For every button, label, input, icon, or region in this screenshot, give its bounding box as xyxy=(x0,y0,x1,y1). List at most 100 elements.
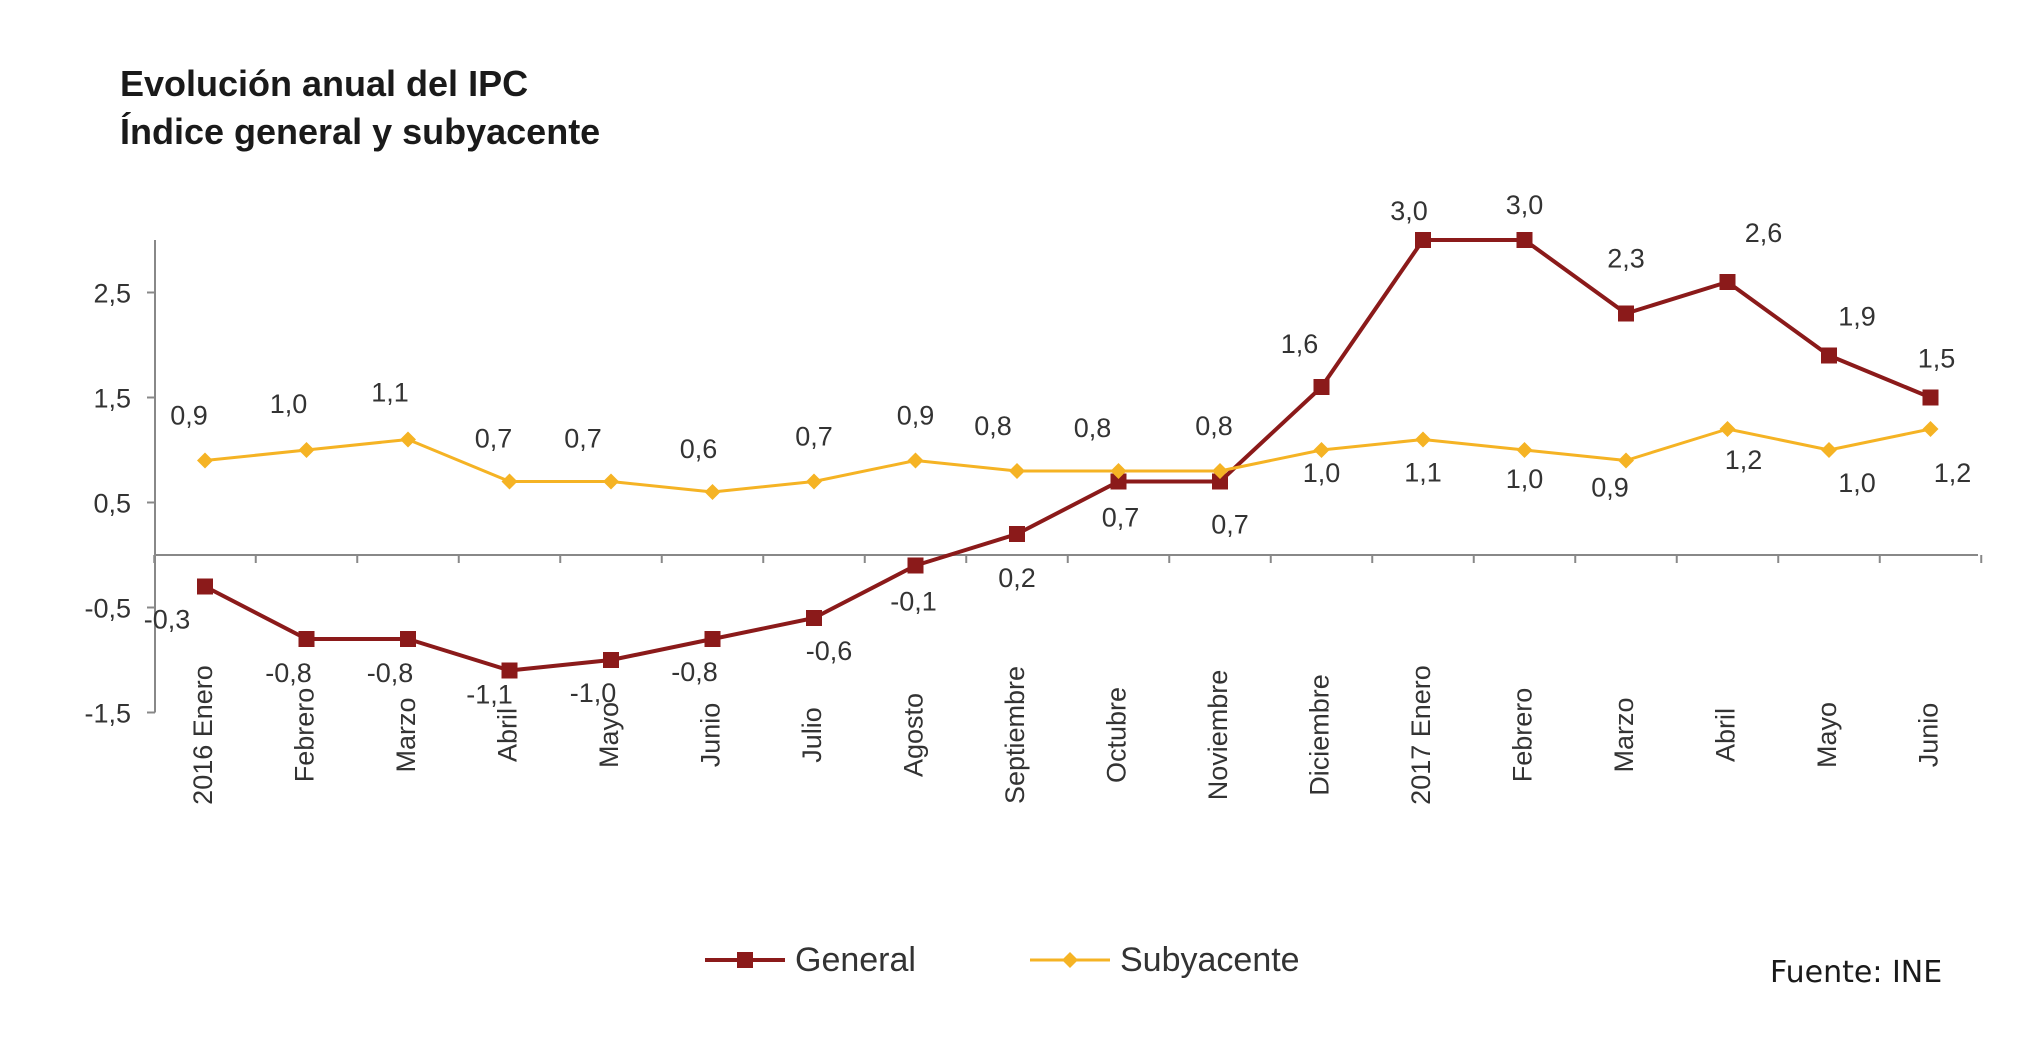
data-label-subyacente: 0,7 xyxy=(795,422,833,452)
data-label-general: 3,0 xyxy=(1506,190,1544,220)
x-tick-label: Junio xyxy=(696,703,726,768)
data-point-general xyxy=(1212,473,1228,490)
y-tick-label: -1,5 xyxy=(84,699,131,729)
data-point-subyacente xyxy=(1415,431,1431,448)
data-label-general: -1,0 xyxy=(570,678,617,708)
data-point-subyacente xyxy=(704,484,721,500)
data-point-subyacente xyxy=(1719,421,1736,437)
series-line-general xyxy=(204,238,1932,673)
data-point-subyacente xyxy=(1009,463,1025,479)
data-label-subyacente: 0,8 xyxy=(974,411,1012,441)
data-label-general: 2,3 xyxy=(1607,244,1645,274)
x-tick-label: Septiembre xyxy=(1000,666,1030,804)
chart-legend: General Subyacente xyxy=(705,941,1300,979)
x-tick-label: Febrero xyxy=(290,688,320,783)
data-point-subyacente xyxy=(1313,442,1330,458)
data-label-subyacente: 1,0 xyxy=(1838,468,1876,498)
data-label-general: -0,8 xyxy=(367,658,414,688)
data-label-subyacente: 0,7 xyxy=(564,424,602,454)
y-tick-label: -0,5 xyxy=(84,594,131,624)
data-labels: -0,3 -0,8 -0,8 -1,1 -1,0 -0,8 -0,6 -0,1 0,2 0,7 0,… xyxy=(144,190,1972,710)
data-point-subyacente xyxy=(1110,463,1127,479)
data-label-general: -0,6 xyxy=(806,636,853,666)
chart-title-block: Evolución anual del IPC Índice general y… xyxy=(120,60,600,156)
data-label-subyacente: 0,9 xyxy=(897,401,935,431)
chart-title: Evolución anual del IPC xyxy=(120,63,529,104)
data-point-general xyxy=(704,631,721,647)
chart-axes: 2,5 1,5 0,5 -0,5 -1,5 2016 Enero Febrero Marzo A… xyxy=(84,240,1983,805)
data-label-general: -0,3 xyxy=(144,605,191,635)
data-label-general: 2,6 xyxy=(1745,218,1783,248)
data-label-subyacente: 0,6 xyxy=(680,434,718,464)
x-tick-label: Marzo xyxy=(1609,697,1639,772)
data-label-subyacente: 1,2 xyxy=(1725,445,1763,475)
data-point-subyacente xyxy=(1821,442,1837,458)
data-label-general: 1,5 xyxy=(1918,344,1956,374)
data-point-general xyxy=(1516,232,1533,248)
data-label-subyacente: 1,1 xyxy=(371,378,409,408)
chart-subtitle: Índice general y subyacente xyxy=(120,111,601,152)
data-label-subyacente: 1,2 xyxy=(1934,458,1972,488)
data-label-general: -0,1 xyxy=(890,587,937,617)
y-tick-label: 0,5 xyxy=(93,489,131,519)
data-point-subyacente xyxy=(501,473,518,490)
data-point-subyacente xyxy=(603,473,619,490)
x-tick-label: Abril xyxy=(493,708,523,762)
data-point-general xyxy=(400,631,416,647)
x-tick-label: Abril xyxy=(1711,708,1741,762)
data-point-general xyxy=(197,578,213,595)
data-point-general xyxy=(298,631,315,647)
source-note: Fuente: INE xyxy=(1770,955,1943,990)
x-tick-label: Agosto xyxy=(899,693,929,777)
data-point-subyacente xyxy=(298,442,315,458)
data-point-subyacente xyxy=(1212,463,1228,479)
x-tick-label: Marzo xyxy=(391,697,421,772)
data-label-general: 1,6 xyxy=(1281,329,1319,359)
data-point-general xyxy=(1313,379,1330,395)
data-point-subyacente xyxy=(806,473,822,490)
x-tick-label: Mayo xyxy=(1812,702,1842,768)
data-label-subyacente: 0,8 xyxy=(1074,413,1112,443)
data-point-general xyxy=(1719,274,1736,290)
data-label-general: -0,8 xyxy=(671,657,718,687)
data-point-subyacente xyxy=(400,431,416,448)
x-tick-label: 2017 Enero xyxy=(1406,665,1436,805)
data-label-subyacente: 1,1 xyxy=(1404,458,1442,488)
x-tick-label: Diciembre xyxy=(1305,674,1335,796)
data-point-subyacente xyxy=(907,452,924,469)
data-point-general xyxy=(1618,305,1634,322)
legend-label-subyacente: Subyacente xyxy=(1120,941,1300,979)
data-label-subyacente: 0,7 xyxy=(475,424,513,454)
x-tick-label: Febrero xyxy=(1508,688,1538,783)
data-label-subyacente: 1,0 xyxy=(1303,458,1341,488)
x-tick-label: Julio xyxy=(797,707,827,763)
legend-marker-subyacente xyxy=(1062,952,1078,968)
data-label-subyacente: 1,0 xyxy=(270,389,308,419)
data-point-general xyxy=(501,662,518,679)
x-tick-label: Junio xyxy=(1914,703,1944,768)
y-tick-label: 1,5 xyxy=(93,384,131,414)
x-tick-label: Octubre xyxy=(1102,687,1132,783)
data-label-general: -0,8 xyxy=(265,658,312,688)
data-point-subyacente xyxy=(1618,452,1634,469)
data-point-subyacente xyxy=(197,452,213,469)
data-label-subyacente: 1,0 xyxy=(1506,464,1544,494)
data-point-general xyxy=(907,557,924,574)
data-label-general: 0,7 xyxy=(1102,503,1140,533)
data-point-subyacente xyxy=(1516,442,1533,458)
data-point-general xyxy=(1922,389,1939,406)
x-tick-label: 2016 Enero xyxy=(188,665,218,805)
data-label-general: 0,2 xyxy=(998,563,1036,593)
x-tick-label: Mayo xyxy=(594,702,624,768)
data-point-general xyxy=(603,652,619,668)
data-point-general xyxy=(1415,232,1431,248)
data-label-subyacente: 0,8 xyxy=(1195,411,1233,441)
data-label-subyacente: 0,9 xyxy=(1591,473,1629,503)
legend-marker-general xyxy=(737,952,753,968)
x-tick-label: Noviembre xyxy=(1203,670,1233,801)
series-line-subyacente xyxy=(204,427,1931,494)
data-label-subyacente: 0,9 xyxy=(170,401,208,431)
data-point-subyacente xyxy=(1922,421,1939,437)
data-point-general xyxy=(806,610,822,626)
